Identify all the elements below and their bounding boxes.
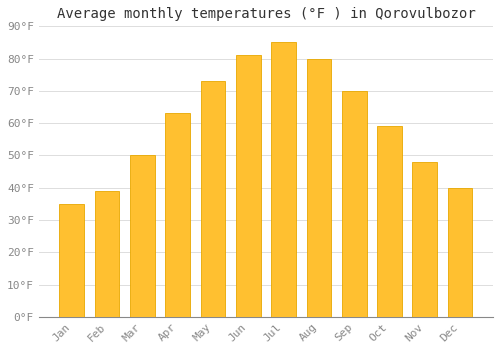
Bar	[166, 113, 190, 317]
Bar	[200, 81, 226, 317]
Bar	[448, 188, 472, 317]
Bar	[271, 42, 296, 317]
Bar	[412, 162, 437, 317]
Title: Average monthly temperatures (°F ) in Qorovulbozor: Average monthly temperatures (°F ) in Qo…	[56, 7, 476, 21]
Bar	[130, 155, 155, 317]
Bar	[236, 55, 260, 317]
Bar	[342, 91, 366, 317]
Bar	[377, 126, 402, 317]
Bar	[306, 58, 331, 317]
Bar	[60, 204, 84, 317]
Bar	[94, 191, 120, 317]
